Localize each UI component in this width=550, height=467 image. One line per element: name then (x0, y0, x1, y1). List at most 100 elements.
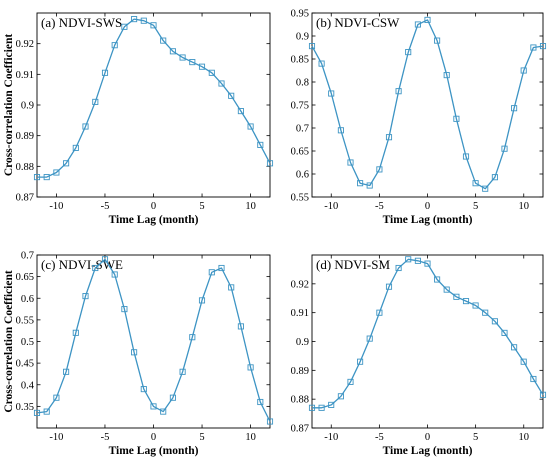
panel-sws-data-point (179, 54, 186, 61)
panel-sm-data-point (395, 264, 402, 272)
panel-csw-plot-frame (311, 12, 544, 198)
panel-swe-data-point (266, 418, 274, 425)
panel-swe-ytick-label: 0.4 (21, 380, 35, 391)
panel-sws-ytick-label: 0.88 (16, 162, 34, 173)
panel-swe-data-point (121, 306, 128, 313)
panel-sws-ytick-label: 0.89 (16, 131, 34, 142)
panel-csw-ytick-label: 0.75 (291, 101, 309, 112)
panel-sm-data-point (530, 375, 537, 383)
panel-sws-data-point (43, 174, 50, 181)
panel-sws-xtick-label: -10 (49, 201, 63, 212)
panel-csw-xtick-label: 5 (473, 201, 478, 212)
panel-sm-xtick-label: 0 (425, 432, 430, 443)
panel-sws-data-point (53, 169, 60, 176)
panel-sm-data-point (462, 298, 470, 305)
panel-swe-data-point (111, 271, 118, 278)
panel-sm-xtick-label: 10 (519, 432, 530, 443)
panel-swe-ytick-label: 0.65 (16, 272, 34, 283)
panel-sm-xtick-label: 5 (473, 432, 478, 443)
panel-sws-data-point (189, 59, 196, 66)
panel-sws-xtick-label: 10 (245, 201, 256, 212)
panel-csw-ytick-label: 0.6 (296, 170, 309, 181)
panel-sm-data-point (318, 404, 325, 411)
panel-sws-data-point (131, 16, 138, 23)
panel-sm-data-point (357, 358, 364, 365)
panel-csw-data-point (395, 88, 402, 95)
panel-csw-ytick-label: 0.85 (291, 55, 309, 66)
panel-swe-xtick-label: 5 (199, 432, 204, 443)
panel-swe-xtick-label: 0 (151, 432, 156, 443)
panel-sws-data-point (169, 48, 176, 55)
panel-csw-data-point (385, 134, 393, 141)
panel-csw-data-point (530, 44, 537, 51)
panel-csw-ytick-label: 0.9 (296, 32, 309, 43)
panel-csw-data-point (328, 90, 335, 97)
panel-sws-data-point (92, 98, 99, 105)
panel-sm-data-point (539, 391, 547, 398)
panel-sm-data-point (308, 404, 316, 411)
panel-sm-data-point (414, 257, 421, 264)
panel-swe-data-point (33, 409, 41, 416)
panel-csw-data-point (357, 180, 364, 187)
panel-swe-data-point (169, 394, 176, 401)
panel-sws-data-point (72, 144, 79, 151)
panel-sws-data-point (228, 92, 235, 99)
panel-csw-data-point (376, 166, 383, 173)
panel-sm-data-point (405, 256, 412, 263)
panel-swe-data-point (198, 297, 206, 304)
panel-swe-data-point (228, 284, 235, 291)
panel-swe-data-point (72, 329, 79, 336)
panel-sm-xtick-label: -5 (375, 432, 384, 443)
panel-sws-data-point (140, 17, 147, 24)
panel-swe-ytick-label: 0.7 (21, 251, 34, 262)
panel-swe-data-point (53, 394, 60, 401)
panel-csw-ytick-label: 0.8 (296, 78, 309, 89)
panel-sws-data-point (121, 23, 128, 30)
panel-csw-data-point (366, 182, 373, 189)
panel-sws-ytick-label: 0.87 (16, 193, 34, 204)
panel-sm-ytick-label: 0.91 (291, 308, 309, 319)
panel-sws-data-point (150, 22, 157, 29)
panel-sws-ytick-label: 0.91 (16, 70, 34, 81)
panel-sws-data-point (82, 123, 89, 130)
panel-swe-data-point (63, 368, 70, 375)
panel-csw-data-point (424, 16, 431, 23)
panel-swe-ytick-label: 0.45 (16, 359, 34, 370)
panel-sws-data-point (266, 160, 274, 167)
panel-swe-plot-frame (36, 254, 271, 429)
panel-sws-data-point (63, 160, 70, 167)
panel-csw-data-point (434, 37, 441, 44)
panel-swe-ytick-label: 0.5 (21, 337, 34, 348)
panel-sws-xlabel: Time Lag (month) (109, 214, 199, 226)
panel-csw-data-point (443, 72, 450, 79)
panel-swe-data-point (160, 408, 167, 415)
panel-sm-ytick-label: 0.89 (291, 366, 309, 377)
panel-sm-data-point (385, 283, 393, 290)
panel-swe-ylabel: Cross-correlation Coefficient (3, 270, 15, 412)
panel-sm-data-point (376, 309, 383, 316)
panel-sm-title: (d) NDVI-SM (316, 257, 390, 272)
panel-sws-ytick-label: 0.92 (16, 39, 34, 50)
panel-sws-title: (a) NDVI-SWS (41, 15, 122, 30)
panel-sws-plot-frame (36, 12, 271, 198)
panel-swe-xlabel: Time Lag (month) (109, 445, 199, 457)
panel-swe-data-point (189, 334, 196, 341)
panel-sws-data-point (101, 69, 109, 76)
panel-csw-xtick-label: 0 (425, 201, 430, 212)
panel-csw-xtick-label: -10 (324, 201, 338, 212)
panel-sm-data-point (453, 293, 460, 300)
panel-swe-title: (c) NDVI-SWE (41, 257, 123, 272)
panel-swe-ytick-label: 0.6 (21, 294, 34, 305)
panel-csw-data-point (491, 174, 498, 181)
panel-csw-data-point (472, 180, 479, 187)
panel-sm-data-point (443, 286, 450, 293)
panel-csw-xlabel: Time Lag (month) (383, 214, 473, 226)
panel-sm-data-point (472, 302, 479, 309)
panel-sm-data-point (511, 344, 518, 351)
panel-sm-plot-frame (311, 254, 544, 429)
panel-swe-data-point (43, 408, 50, 415)
panel-sws-series-line (37, 18, 271, 178)
panel-csw-data-point (414, 21, 421, 28)
panel-sws-data-point (111, 42, 118, 49)
